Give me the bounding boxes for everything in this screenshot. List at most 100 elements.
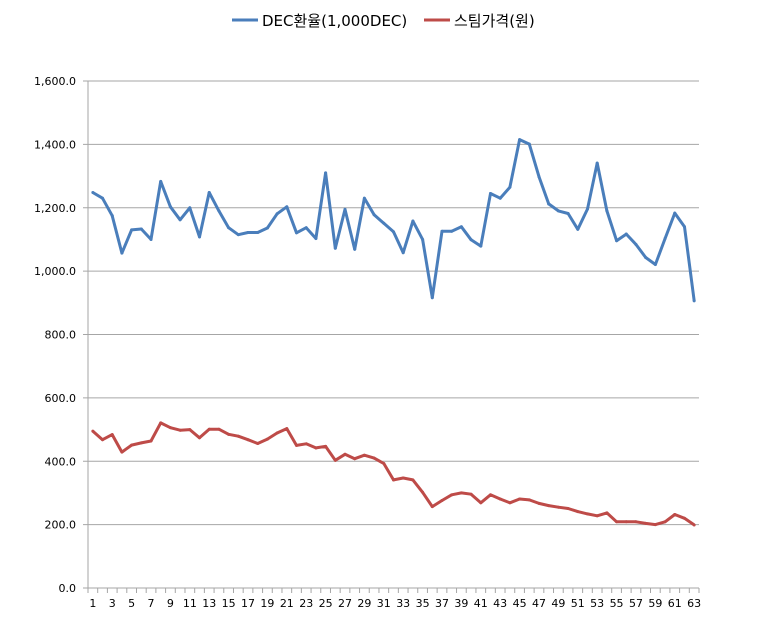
data-point — [644, 255, 648, 259]
y-tick-label: 1,000.0 — [34, 265, 76, 278]
data-point — [624, 520, 628, 524]
data-point — [595, 161, 599, 165]
data-point — [459, 491, 463, 495]
data-point — [585, 512, 589, 516]
data-point — [265, 437, 269, 441]
x-tick-label: 39 — [454, 597, 468, 610]
data-point — [246, 230, 250, 234]
x-tick-label: 19 — [260, 597, 274, 610]
x-tick-label: 57 — [629, 597, 643, 610]
x-tick-label: 43 — [493, 597, 507, 610]
data-point — [440, 499, 444, 503]
series-line-0 — [92, 138, 696, 302]
x-tick-label: 27 — [338, 597, 352, 610]
data-point — [411, 478, 415, 482]
data-point — [353, 247, 357, 251]
data-point — [227, 226, 231, 230]
data-point — [508, 501, 512, 505]
data-point — [518, 497, 522, 501]
data-point — [246, 438, 250, 442]
y-tick-label: 800.0 — [45, 329, 77, 342]
data-point — [392, 230, 395, 234]
data-point — [644, 521, 648, 525]
data-point — [547, 504, 551, 508]
data-point — [566, 506, 570, 510]
x-tick-label: 63 — [687, 597, 701, 610]
data-point — [178, 428, 182, 432]
series-line-1 — [91, 421, 696, 527]
x-tick-label: 7 — [148, 597, 155, 610]
data-point — [120, 251, 124, 255]
data-point — [595, 514, 599, 518]
data-point — [682, 516, 686, 520]
x-tick-label: 53 — [590, 597, 604, 610]
data-point — [110, 433, 114, 437]
data-point — [488, 191, 492, 195]
data-point — [692, 523, 696, 527]
y-tick-label: 600.0 — [45, 392, 77, 405]
x-tick-label: 9 — [167, 597, 174, 610]
data-point — [130, 228, 134, 232]
data-point — [256, 442, 260, 446]
data-point — [372, 213, 376, 217]
data-point — [285, 205, 289, 209]
data-point — [314, 446, 318, 450]
legend: DEC환율(1,000DEC) 스팀가격(원) — [232, 12, 535, 30]
data-point — [198, 436, 202, 440]
x-tick-label: 61 — [668, 597, 682, 610]
data-point — [576, 510, 580, 514]
y-tick-label: 400.0 — [45, 455, 77, 468]
data-point — [110, 214, 114, 218]
x-tick-label: 59 — [648, 597, 662, 610]
data-point — [362, 196, 366, 200]
data-point — [139, 441, 143, 445]
data-point — [149, 439, 153, 443]
data-point — [692, 299, 696, 303]
x-tick-label: 37 — [435, 597, 449, 610]
data-point — [236, 233, 240, 237]
data-point — [304, 226, 308, 230]
data-point — [624, 232, 628, 236]
data-point — [401, 476, 405, 480]
data-point — [566, 211, 570, 215]
x-tick-label: 51 — [571, 597, 585, 610]
x-tick-label: 23 — [299, 597, 313, 610]
data-point — [159, 421, 163, 425]
y-tick-label: 200.0 — [45, 519, 77, 532]
x-tick-label: 25 — [319, 597, 333, 610]
data-point — [217, 209, 221, 213]
x-tick-label: 45 — [513, 597, 527, 610]
y-tick-label: 0.0 — [59, 582, 77, 595]
data-point — [275, 212, 279, 216]
data-point — [673, 512, 677, 516]
data-point — [91, 429, 95, 433]
data-point — [527, 498, 531, 502]
x-tick-label: 13 — [202, 597, 216, 610]
data-point — [382, 461, 386, 465]
data-point — [615, 239, 619, 243]
data-point — [547, 202, 551, 206]
data-point — [556, 209, 560, 213]
data-point — [479, 244, 483, 248]
data-point — [450, 229, 454, 233]
data-point — [430, 296, 434, 300]
data-point — [663, 236, 667, 240]
data-point — [188, 428, 192, 432]
data-point — [168, 205, 172, 209]
data-point — [556, 505, 560, 509]
data-point — [130, 443, 134, 447]
data-point — [585, 207, 589, 211]
data-point — [101, 438, 105, 442]
data-point — [188, 206, 192, 210]
x-tick-label: 35 — [416, 597, 430, 610]
x-tick-label: 17 — [241, 597, 255, 610]
data-point — [227, 432, 231, 436]
x-tick-label: 55 — [610, 597, 624, 610]
data-point — [324, 171, 328, 175]
y-tick-label: 1,200.0 — [34, 202, 76, 215]
data-point — [518, 138, 522, 142]
data-point — [314, 236, 318, 240]
data-point — [411, 219, 415, 223]
data-point — [527, 142, 531, 146]
